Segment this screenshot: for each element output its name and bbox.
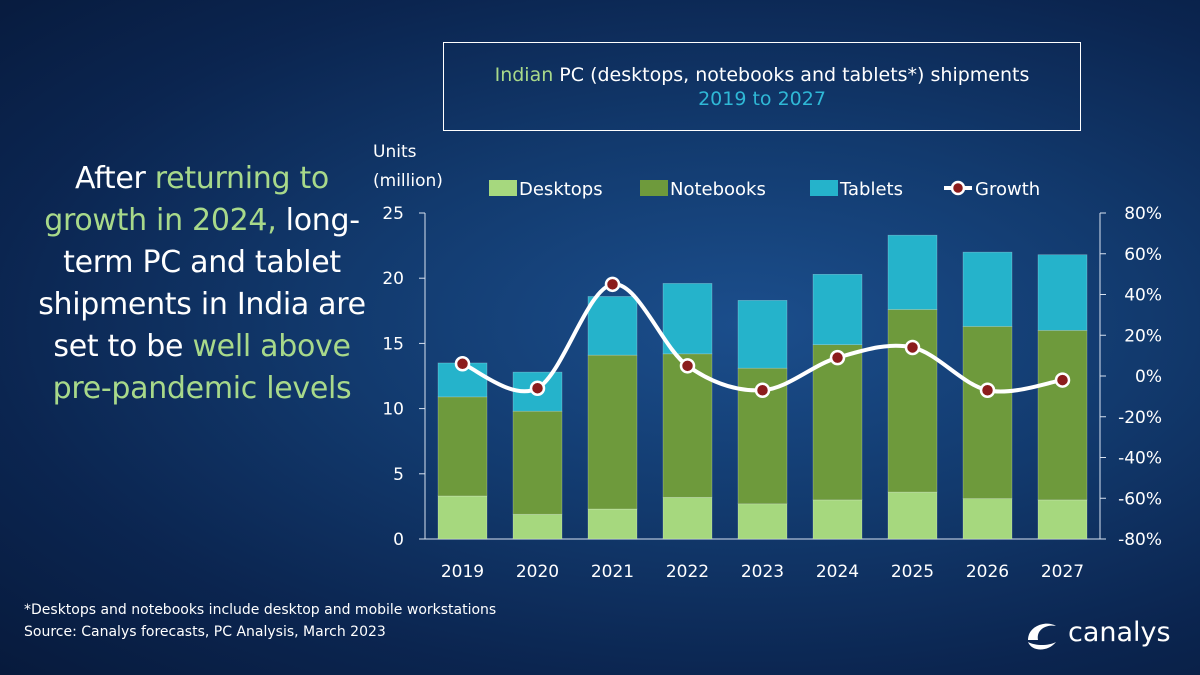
x-tick-label: 2024 — [816, 562, 859, 582]
y-right-tick-label: 0% — [1135, 367, 1162, 387]
bar-notebooks — [887, 309, 938, 493]
growth-point — [979, 382, 996, 399]
legend-label-desktops: Desktops — [519, 179, 603, 200]
growth-point — [454, 356, 471, 372]
chart-subtitle: 2019 to 2027 — [698, 88, 826, 110]
growth-point — [829, 349, 846, 366]
bar-notebooks — [512, 410, 563, 515]
bar-notebooks — [437, 396, 488, 497]
headline-highlight-2: well above pre-pandemic levels — [52, 329, 352, 406]
legend-label-notebooks: Notebooks — [670, 179, 766, 200]
bar-desktops — [737, 503, 788, 540]
growth-point — [1054, 372, 1071, 388]
footnote-note: *Desktops and notebooks include desktop … — [24, 602, 497, 618]
x-tick-label: 2027 — [1041, 562, 1084, 582]
y-left-label-line2: (million) — [373, 171, 443, 191]
y-right-tick-label: 80% — [1124, 204, 1162, 224]
y-right-tick-label: 60% — [1124, 245, 1162, 265]
bar-tablets — [887, 234, 938, 310]
growth-point — [904, 339, 921, 356]
x-tick-label: 2020 — [516, 562, 559, 582]
canalys-logo-icon — [1028, 623, 1056, 650]
chart-title-rest: PC (desktops, notebooks and tablets*) sh… — [553, 64, 1030, 86]
headline-part-1: After — [75, 161, 155, 196]
bar-notebooks — [587, 354, 638, 510]
y-right-tick-label: -20% — [1118, 408, 1162, 428]
x-tick-label: 2021 — [591, 562, 634, 582]
footnote: *Desktops and notebooks include desktop … — [24, 599, 496, 643]
x-tick-label: 2026 — [966, 562, 1009, 582]
y-left-tick-label: 15 — [382, 334, 404, 354]
growth-line — [454, 276, 1071, 399]
bar-desktops — [437, 495, 488, 540]
bar-tablets — [1037, 254, 1088, 331]
chart-title-highlight: Indian — [494, 64, 554, 86]
headline-highlight-1: returning to growth in 2024, — [44, 161, 329, 238]
y-left-tick-label: 5 — [393, 465, 404, 485]
bar-tablets — [962, 251, 1013, 327]
chart-title-box: Indian PC (desktops, notebooks and table… — [443, 42, 1081, 131]
bar-notebooks — [812, 344, 863, 501]
growth-line-path — [461, 282, 1063, 394]
x-tick-label: 2019 — [441, 562, 484, 582]
bar-desktops — [887, 491, 938, 540]
canalys-logo-text: canalys — [1068, 617, 1171, 648]
growth-point — [529, 380, 546, 396]
legend-swatch-tablets — [810, 180, 838, 196]
growth-point — [679, 358, 696, 374]
bar-desktops — [662, 496, 713, 540]
legend-swatch-notebooks — [640, 180, 668, 196]
bar-tablets — [662, 283, 713, 355]
headline-part-2: long-term PC and tablet shipments in Ind… — [38, 203, 366, 364]
y-left-tick-label: 0 — [393, 530, 404, 550]
y-left-tick-label: 25 — [382, 204, 404, 224]
legend: Desktops Notebooks Tablets Growth — [489, 179, 1040, 200]
legend-swatch-desktops — [489, 180, 517, 196]
bar-desktops — [962, 498, 1013, 540]
y-right-tick-label: 40% — [1124, 286, 1162, 306]
headline: After returning to growth in 2024, long-… — [22, 158, 382, 410]
legend-label-growth: Growth — [975, 179, 1040, 200]
x-tick-label: 2023 — [741, 562, 784, 582]
bar-notebooks — [962, 326, 1013, 499]
y-right-tick-label: 20% — [1124, 326, 1162, 346]
bars — [437, 234, 1088, 540]
growth-point — [754, 382, 771, 399]
bar-desktops — [812, 499, 863, 540]
bar-tablets — [812, 273, 863, 346]
bar-desktops — [1037, 499, 1088, 540]
legend-marker-growth — [950, 180, 966, 196]
bar-tablets — [737, 300, 788, 369]
bar-tablets — [587, 296, 638, 356]
y-left-tick-label: 10 — [382, 400, 404, 420]
bar-notebooks — [1037, 330, 1088, 501]
x-tick-labels: 2019 2020 2021 2022 2023 2024 2025 2026 2027 — [441, 562, 1084, 582]
x-tick-label: 2025 — [891, 562, 934, 582]
chart-title: Indian PC (desktops, notebooks and table… — [444, 63, 1080, 87]
x-tick-label: 2022 — [666, 562, 709, 582]
y-left-label-line1: Units — [373, 142, 417, 162]
bar-desktops — [587, 508, 638, 540]
footnote-source: Source: Canalys forecasts, PC Analysis, … — [24, 624, 386, 640]
canalys-logo: canalys — [1022, 614, 1171, 654]
bar-desktops — [512, 513, 563, 540]
y-left-tick-label: 20 — [382, 269, 404, 289]
legend-label-tablets: Tablets — [839, 179, 903, 200]
growth-point — [604, 276, 621, 293]
y-right-tick-label: -40% — [1118, 449, 1162, 469]
y-right-tick-label: -80% — [1118, 530, 1162, 550]
y-right-tick-label: -60% — [1118, 489, 1162, 509]
